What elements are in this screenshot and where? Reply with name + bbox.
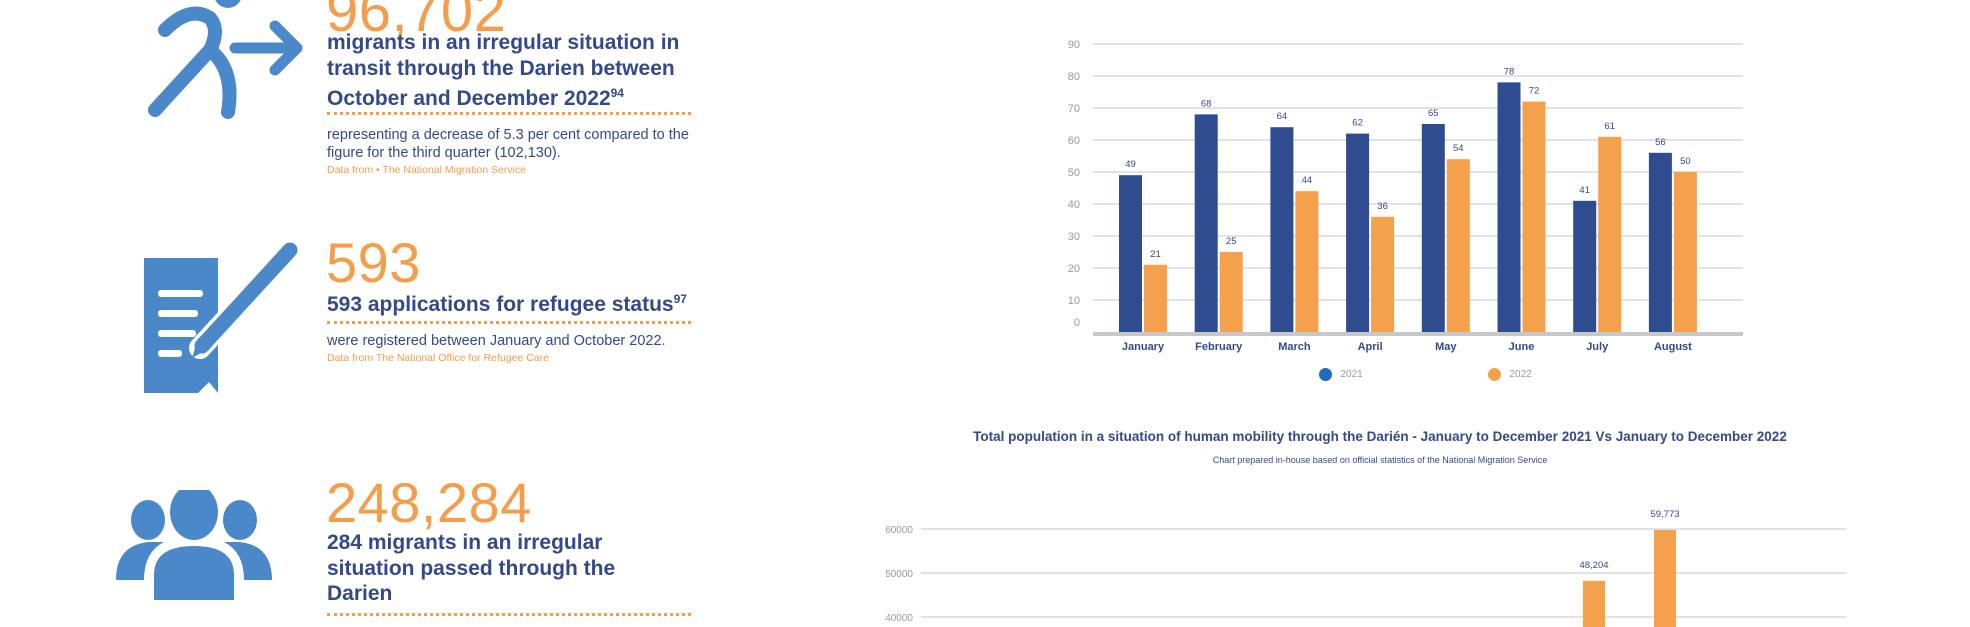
monthly-bar-chart: 0 10 20 30 40 50 60 70 80 90 49 21 January 68 25 Februa… (1068, 39, 1743, 384)
data-label: 62 (1352, 118, 1363, 129)
chart-2-subtitle: Chart prepared in-house based on officia… (1212, 455, 1548, 465)
divider (327, 613, 691, 616)
bar-2021-january (1119, 175, 1142, 332)
stat-number: 96,702 (326, 0, 507, 44)
y-tick-label: 80 (1068, 71, 1080, 83)
data-label: 72 (1529, 86, 1540, 97)
chart-2-title: Total population in a situation of human… (973, 429, 1787, 444)
stat-detail: were registered between January and Octo… (327, 333, 666, 349)
data-label: 21 (1150, 249, 1161, 260)
x-tick-label: January (1122, 341, 1165, 353)
data-label: 44 (1302, 175, 1313, 186)
x-tick-label: March (1278, 341, 1311, 353)
data-label: 49 (1125, 159, 1136, 170)
legend-dot-2022 (1488, 368, 1501, 382)
bar-2022 (1654, 529, 1676, 627)
data-label: 64 (1277, 111, 1288, 122)
bar-2022-may (1446, 159, 1470, 332)
data-label: 36 (1377, 201, 1388, 212)
divider (327, 112, 691, 115)
x-tick-label: April (1358, 341, 1383, 353)
legend-item-2021: 2021 (1319, 366, 1363, 384)
stat-source: Data from The National Office for Refuge… (327, 352, 549, 364)
divider (327, 321, 691, 324)
x-tick-label: February (1195, 341, 1243, 353)
bar-2022-april (1371, 216, 1395, 332)
bar-2022-june (1522, 101, 1546, 332)
x-tick-label: July (1586, 341, 1609, 353)
bar-2021-july (1573, 200, 1597, 332)
stat-detail: representing a decrease of 5.3 per cent … (327, 127, 689, 161)
x-tick-label: August (1654, 341, 1692, 353)
walking-person-arrow-icon (140, 0, 305, 125)
bar-2022-july (1598, 136, 1622, 332)
bar-2022-january (1144, 264, 1167, 332)
chart-2-plot: 40000 50000 60000 48,204 59,773 (885, 509, 1846, 627)
bar-2022-february (1219, 252, 1243, 332)
chart-1-plot: 0 10 20 30 40 50 60 70 80 90 49 21 January 68 25 Februa… (1068, 39, 1743, 353)
data-label: 50 (1680, 156, 1691, 167)
y-tick-label: 40000 (885, 613, 913, 624)
legend-label: 2022 (1509, 369, 1532, 381)
stat-source: Data from • The National Migration Servi… (327, 164, 526, 176)
x-tick-label: June (1509, 341, 1535, 353)
x-tick-label: May (1435, 341, 1457, 353)
y-tick-label: 70 (1068, 103, 1080, 115)
y-tick-label: 50000 (885, 569, 913, 580)
bar-2021-february (1194, 114, 1218, 333)
data-label: 61 (1604, 121, 1615, 132)
legend-item-2022: 2022 (1488, 366, 1532, 384)
data-label: 48,204 (1579, 560, 1608, 571)
bar-2022-august (1673, 172, 1697, 332)
stat-lead: 593 applications for refugee status97 (327, 287, 727, 318)
legend-label: 2021 (1340, 369, 1363, 381)
footnote: 94 (610, 86, 624, 100)
stat-lead: migrants in an irregular situation in tr… (327, 30, 697, 112)
data-label: 56 (1655, 137, 1666, 148)
y-tick-label: 60000 (885, 525, 913, 536)
data-label: 68 (1201, 98, 1212, 109)
footnote: 97 (673, 292, 687, 306)
y-tick-label: 50 (1068, 167, 1080, 179)
data-label: 59,773 (1650, 509, 1679, 520)
bar-2021-june (1497, 82, 1521, 333)
yearly-bar-chart: 40000 50000 60000 48,204 59,773 (0, 480, 1970, 627)
x-axis-baseline (1093, 332, 1743, 336)
y-tick-label: 30 (1068, 231, 1080, 243)
stat-lead: 284 migrants in an irregular situation p… (327, 531, 616, 605)
bar-2022 (1583, 580, 1605, 627)
bar-2022-march (1295, 191, 1319, 332)
y-tick-label: 90 (1068, 39, 1080, 51)
people-group-icon (114, 490, 274, 602)
legend-dot-2021 (1319, 368, 1332, 382)
bar-2021-august (1648, 152, 1672, 332)
y-tick-label: 20 (1068, 263, 1080, 275)
stat-lead-text: 593 applications for refugee status (327, 293, 674, 316)
stat-number: 593 (326, 231, 421, 294)
document-pen-icon (140, 238, 305, 396)
y-tick-label: 0 (1074, 317, 1080, 329)
data-label: 78 (1504, 66, 1515, 77)
bar-2021-may (1421, 124, 1445, 332)
y-tick-label: 10 (1068, 295, 1080, 307)
stat-lead-text: migrants in an irregular situation in tr… (327, 31, 680, 110)
data-label: 25 (1226, 236, 1237, 247)
bar-2021-april (1346, 133, 1370, 332)
bar-2021-march (1270, 127, 1294, 332)
y-tick-label: 40 (1068, 199, 1080, 211)
data-label: 65 (1428, 108, 1439, 119)
data-label: 41 (1579, 185, 1590, 196)
data-label: 54 (1453, 143, 1464, 154)
y-tick-label: 60 (1068, 135, 1080, 147)
stat-number: 248,284 (326, 471, 532, 534)
